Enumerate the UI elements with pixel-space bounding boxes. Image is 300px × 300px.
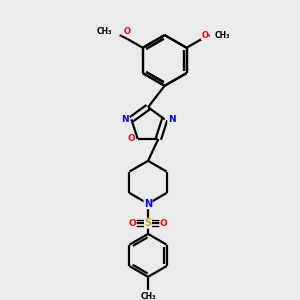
- Text: N: N: [144, 199, 152, 209]
- Text: CH₃: CH₃: [96, 27, 112, 36]
- Text: S: S: [145, 218, 152, 228]
- Text: O: O: [129, 219, 136, 228]
- Text: O: O: [201, 31, 208, 40]
- Text: CH₃: CH₃: [140, 292, 156, 300]
- Text: O: O: [160, 219, 167, 228]
- Text: CH₃: CH₃: [214, 31, 230, 40]
- Text: O: O: [127, 134, 135, 143]
- Text: O: O: [124, 27, 131, 36]
- Text: N: N: [121, 115, 128, 124]
- Text: N: N: [168, 115, 176, 124]
